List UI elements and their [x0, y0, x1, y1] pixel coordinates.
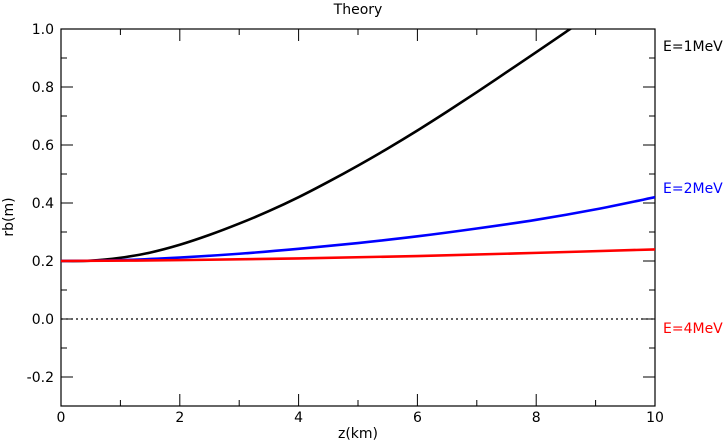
x-tick-label: 2	[175, 410, 184, 426]
y-axis-title: rb(m)	[1, 197, 17, 236]
x-axis-title: z(km)	[338, 426, 378, 442]
y-tick-label: -0.2	[27, 370, 54, 386]
y-tick-label: 0.2	[32, 254, 54, 270]
x-tick-label: 8	[532, 410, 541, 426]
x-tick-label: 6	[413, 410, 422, 426]
legend-label-2: E=2MeV	[663, 181, 723, 197]
y-tick-label: 0.6	[32, 138, 54, 154]
series-line-3	[61, 248, 655, 263]
y-tick-label: 0.0	[32, 312, 54, 328]
y-tick-label: 1.0	[32, 22, 54, 38]
series-line-1	[61, 29, 573, 263]
legend: E=1MeV E=2MeV E=4MeV	[663, 39, 723, 337]
legend-label-1: E=1MeV	[663, 39, 723, 55]
legend-label-3: E=4MeV	[663, 321, 723, 337]
x-tick-label: 4	[294, 410, 303, 426]
y-tick-label: 0.8	[32, 80, 54, 96]
plot-area	[60, 28, 656, 407]
chart-title: Theory	[333, 2, 383, 18]
x-tick-label: 0	[57, 410, 66, 426]
tick-labels: 0 2 4 6 8 10 -0.2 0.0 0.2 0.4 0.6 0.8 1.0	[27, 22, 664, 426]
x-tick-label: 10	[646, 410, 664, 426]
series-lines	[61, 29, 655, 263]
series-line-2	[61, 195, 655, 263]
axis-ticks	[60, 28, 656, 407]
y-tick-label: 0.4	[32, 196, 54, 212]
